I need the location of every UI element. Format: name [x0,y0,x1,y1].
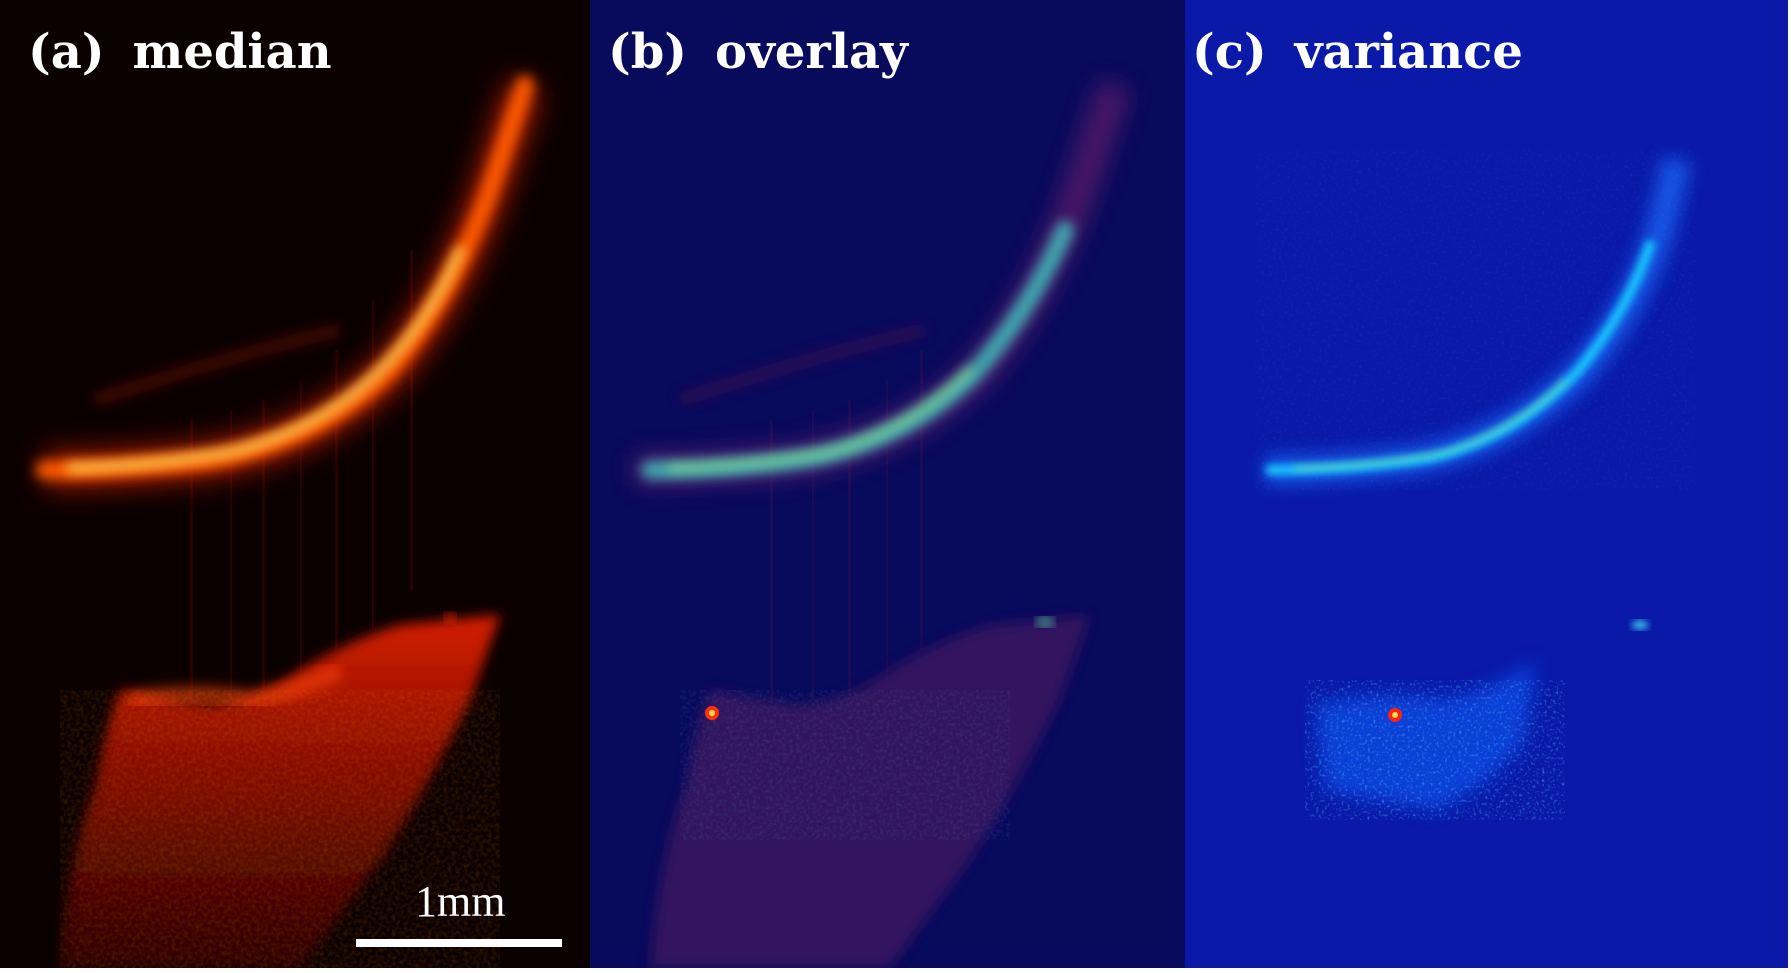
panel-a-letter: (a) [28,24,105,80]
panel-b-letter: (b) [608,24,687,80]
panel-c-label: (c) variance [1192,28,1523,76]
median-echo-arc [92,323,342,407]
median-image [0,0,590,968]
panel-b-label: (b) overlay [608,28,908,76]
median-streaks [190,250,413,700]
panel-a-title: median [132,24,332,80]
panel-overlay: (b) overlay [590,0,1185,968]
overlay-arc-core [667,367,973,471]
overlay-streaks [770,350,923,700]
scalebar-label: 1mm [415,877,506,926]
panel-c-letter: (c) [1192,24,1267,80]
overlay-echo-arc [677,323,927,407]
panel-b-title: overlay [714,24,908,80]
variance-image [1185,0,1788,968]
panel-median: (a) median 1mm [0,0,590,968]
panel-a-label: (a) median [28,28,332,76]
scalebar-line [356,939,562,947]
panel-variance: (c) variance [1185,0,1788,968]
panel-c-title: variance [1294,24,1523,80]
overlay-image [590,0,1185,968]
median-arc-core [66,246,464,472]
